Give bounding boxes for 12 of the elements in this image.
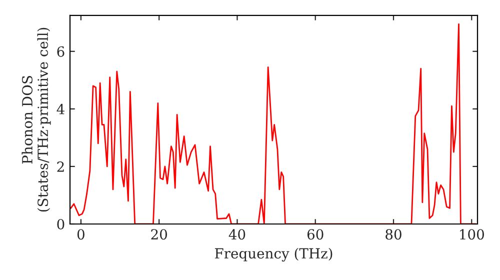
x-tick-label: 0 (77, 229, 84, 240)
y-tick-label: 0 (57, 218, 64, 230)
y-tick-label: 6 (57, 46, 64, 57)
x-tick-label: 60 (307, 229, 324, 240)
x-tick-label: 80 (386, 229, 402, 240)
y-tick-label: 4 (56, 104, 64, 114)
x-tick-label: 20 (151, 229, 167, 240)
x-tick-label: 100 (460, 229, 484, 240)
x-axis-title: Frequency (THz) (214, 248, 332, 262)
x-tick-label: 40 (228, 229, 246, 240)
y-tick-label: 2 (57, 161, 64, 172)
y-axis-title: Phonon DOS (States/THz·primitive cell) (22, 28, 51, 212)
